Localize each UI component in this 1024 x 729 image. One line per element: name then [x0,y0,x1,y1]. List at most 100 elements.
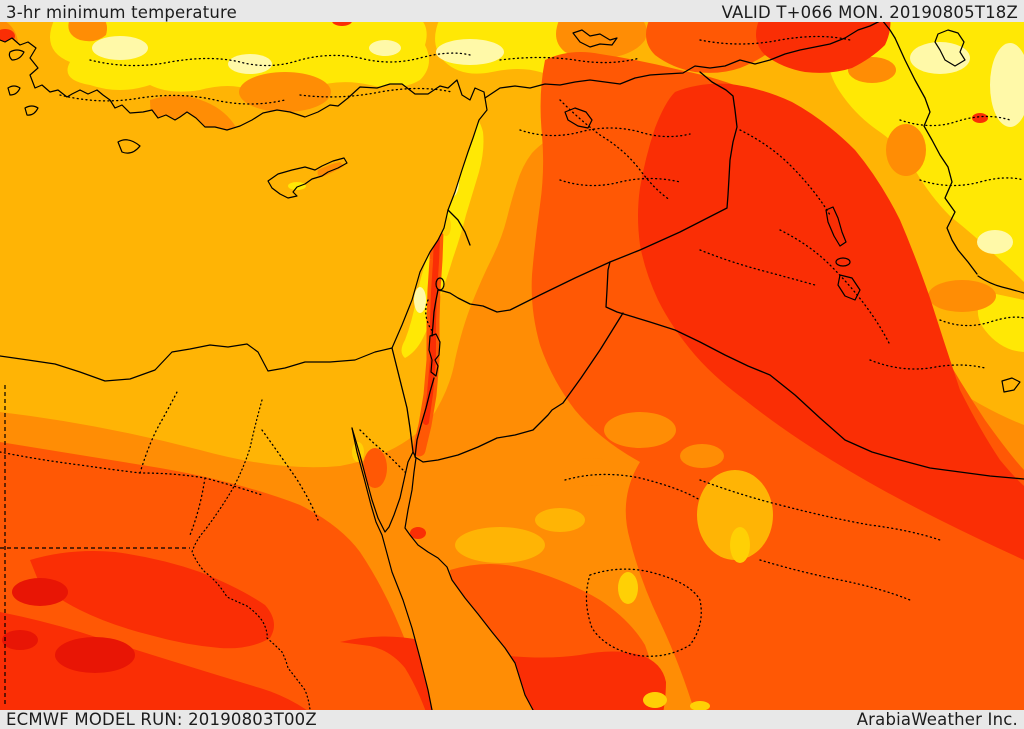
aegean-island [24,105,39,116]
temp-blob [886,124,926,176]
admin-line [899,115,1011,127]
temp-blob [288,182,306,190]
shatt-al-arab-coastline [977,275,1024,294]
turkey-syria-border [484,19,883,99]
temp-blob [92,36,148,60]
temp-blob [410,527,426,539]
admin-line [919,177,1024,187]
temp-blob [697,470,773,560]
temp-blob [928,280,996,312]
admin-line [59,94,286,105]
sea-of-galilee [435,277,445,291]
kuwait-bay-coastline [1001,377,1021,393]
valid-time-label: VALID T+066 MON. 20190805T18Z [721,3,1018,22]
west-bank-outline [425,299,435,333]
temp-blob [436,39,504,65]
temp-blob [556,18,647,60]
admin-line [499,56,641,64]
iran-iraq-border [894,37,978,275]
admin-line [559,99,671,201]
lake-habbaniyah [835,257,851,267]
admin-line [559,177,681,187]
admin-line [89,52,471,67]
temp-blob [690,701,710,711]
rhodes-island [117,139,141,154]
temp-blob [990,43,1024,127]
temp-blob [618,572,638,604]
country-border-layer [391,19,1024,480]
israel-jordan-border [414,289,439,458]
admin-line [699,35,851,45]
admin-line [261,429,319,521]
temp-blob [414,287,426,313]
water-layer [0,38,535,729]
admin-line [585,568,702,657]
temp-blob [977,230,1013,254]
lake-razzazah [837,274,861,301]
temp-blob [68,18,107,42]
admin-line [699,479,941,541]
temp-blob [535,508,585,532]
mediterranean-coastline [0,37,488,382]
temp-blob [910,42,970,74]
admin-line [739,129,831,216]
admin-line [519,127,691,138]
israel-egypt-border [391,347,414,453]
nile-river [191,399,311,711]
sinai-gulf-coastline [351,427,414,533]
temp-blob [977,292,1024,352]
red-sea-coastline [351,427,433,711]
lebanon-syria-border [447,209,471,246]
brand-label: ArabiaWeather Inc. [856,710,1018,729]
temp-blob [228,54,272,74]
header-bar: 3-hr minimum temperature VALID T+066 MON… [0,0,1024,22]
syria-jordan-border [437,261,611,313]
temp-blob [643,692,667,708]
cyprus-coastline [267,157,348,199]
admin-line [699,249,816,286]
temp-blob [646,18,783,73]
temp-blob [730,527,750,563]
lake-tharthar [825,206,847,247]
temp-blob [564,458,620,486]
admin-line [299,87,453,98]
model-run-label: ECMWF MODEL RUN: 20190803T00Z [6,710,317,729]
river-layer [191,399,311,711]
lakes-layer [428,29,966,377]
temp-blob [2,630,38,650]
coastline-layer [0,37,1024,711]
temp-blob [972,113,988,123]
admin-line [869,359,986,370]
lake-ataturk [572,29,618,48]
temp-blob [12,578,68,606]
temp-blob [369,40,401,56]
lake-urmia [934,29,966,67]
red-sea [352,428,535,729]
temp-blob [239,72,331,112]
lake-assad [564,107,593,129]
aqaba-saudi-coastline [404,451,534,711]
map-title: 3-hr minimum temperature [6,3,237,22]
temp-blob [30,551,274,649]
aegean-island [7,85,21,96]
temp-blob [317,162,344,177]
admin-line [759,559,911,601]
dead-sea [428,333,441,377]
syria-iraq-jordan-saudi-border [605,71,1024,480]
footer-bar: ECMWF MODEL RUN: 20190803T00Z ArabiaWeat… [0,710,1024,729]
temp-blob [455,527,545,563]
admin-line [564,473,701,501]
admin-line [189,477,206,536]
admin-line [779,229,891,346]
aegean-island [8,49,25,61]
admin-border-layer [0,35,1024,705]
jordan-saudi-border [414,312,624,463]
temp-blob [604,412,676,448]
admin-line [139,389,179,474]
temp-blob [363,448,387,488]
temp-blob [680,444,724,468]
mediterranean-sea [0,38,487,381]
